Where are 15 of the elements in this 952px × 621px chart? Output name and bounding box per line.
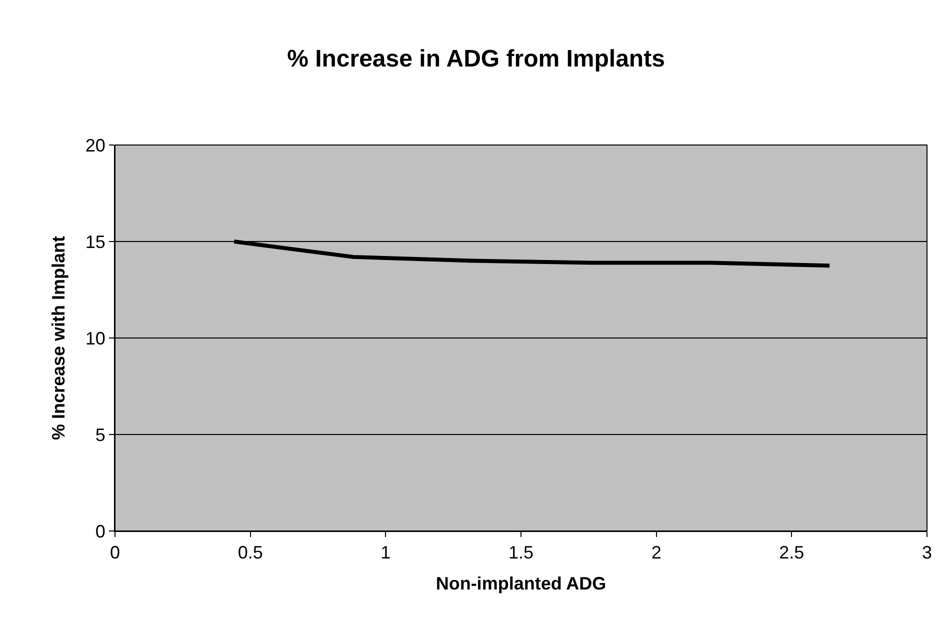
x-tick-label: 0.5 — [238, 542, 263, 563]
y-tick-label: 5 — [95, 424, 106, 445]
x-tick-label: 2.5 — [779, 542, 804, 563]
chart-title: % Increase in ADG from Implants — [287, 45, 665, 72]
y-tick-label: 0 — [95, 521, 106, 542]
x-axis-title: Non-implanted ADG — [436, 574, 606, 594]
y-tick-label: 15 — [85, 232, 106, 252]
x-tick-label: 0 — [110, 542, 120, 563]
x-tick-label: 3 — [922, 542, 932, 563]
y-axis-title: % Increase with Implant — [48, 236, 69, 440]
y-tick-label: 20 — [85, 135, 106, 156]
x-tick-label: 1.5 — [508, 542, 534, 563]
x-tick-label: 2 — [651, 542, 662, 563]
y-tick-label: 10 — [85, 328, 106, 348]
x-tick-label: 1 — [380, 542, 391, 563]
